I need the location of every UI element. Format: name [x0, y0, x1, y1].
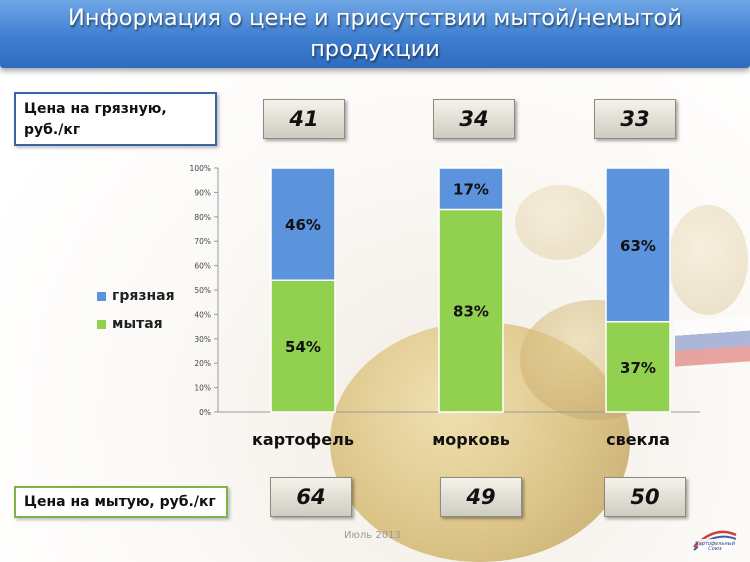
- title-bar: Информация о цене и присутствии мытой/не…: [0, 0, 750, 68]
- washed-price-potato: 64: [270, 477, 352, 517]
- legend: грязная мытая: [97, 285, 175, 341]
- y-tick-label: 50%: [194, 286, 211, 295]
- data-label-carrot-dirty: 17%: [453, 181, 489, 199]
- legend-label-washed: мытая: [112, 316, 163, 332]
- washed-price-beet: 50: [604, 477, 686, 517]
- legend-label-dirty: грязная: [112, 288, 175, 304]
- data-label-potato-dirty: 46%: [285, 216, 321, 234]
- bar-potato-dirty: [270, 167, 336, 281]
- washed-price-label: Цена на мытую, руб./кг: [14, 486, 228, 518]
- bar-carrot-washed: [438, 208, 504, 413]
- dirty-price-label: Цена на грязную, руб./кг: [14, 92, 217, 146]
- y-tick-label: 70%: [194, 237, 211, 246]
- footer-date: Июль 2013: [344, 530, 401, 541]
- data-label-potato-washed: 54%: [285, 338, 321, 356]
- category-label-beet: свекла: [606, 430, 670, 449]
- legend-swatch-dirty: [97, 291, 106, 301]
- dirty-price-potato: 41: [263, 99, 345, 139]
- category-label-potato: картофель: [252, 430, 354, 449]
- y-tick-label: 90%: [194, 188, 211, 197]
- y-tick-label: 20%: [194, 359, 211, 368]
- data-label-beet-dirty: 63%: [620, 237, 656, 255]
- washed-price-carrot: 49: [440, 477, 522, 517]
- potato-image-4: [668, 205, 748, 315]
- bar-beet-dirty: [605, 167, 671, 323]
- bar-beet-washed: [605, 320, 671, 413]
- y-tick-label: 0%: [199, 408, 211, 417]
- y-tick-label: 10%: [194, 384, 211, 393]
- bar-carrot-dirty: [438, 167, 504, 211]
- svg-text:Картофельный: Картофельный: [695, 541, 735, 547]
- y-tick-label: 30%: [194, 335, 211, 344]
- category-label-carrot: морковь: [432, 430, 510, 449]
- dirty-price-beet: 33: [594, 99, 676, 139]
- legend-swatch-washed: [97, 319, 106, 329]
- data-label-beet-washed: 37%: [620, 359, 656, 377]
- data-label-carrot-washed: 83%: [453, 303, 489, 321]
- y-tick-label: 40%: [194, 310, 211, 319]
- potato-image-3: [515, 185, 605, 260]
- page-title: Информация о цене и присутствии мытой/не…: [68, 5, 682, 62]
- y-tick-label: 60%: [194, 262, 211, 271]
- bar-potato-washed: [270, 279, 336, 413]
- legend-item-washed: мытая: [97, 313, 175, 335]
- dirty-price-carrot: 34: [433, 99, 515, 139]
- kartofelny-soyuz-logo: Картофельный Союз: [693, 530, 737, 552]
- y-tick-label: 100%: [190, 164, 211, 173]
- legend-item-dirty: грязная: [97, 285, 175, 307]
- y-tick-label: 80%: [194, 213, 211, 222]
- svg-text:Союз: Союз: [708, 546, 722, 552]
